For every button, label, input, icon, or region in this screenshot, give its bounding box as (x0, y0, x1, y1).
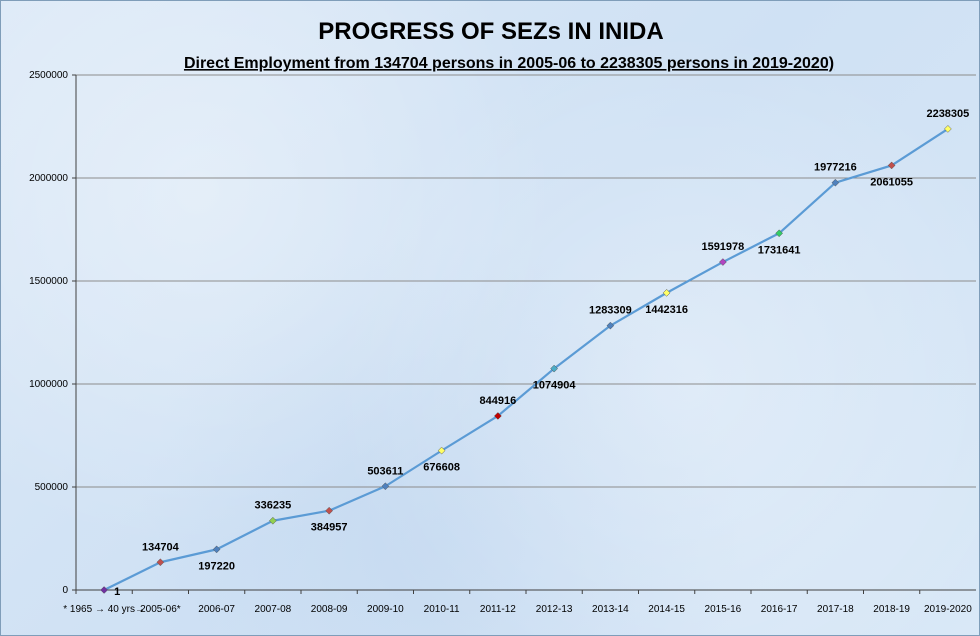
data-label: 1591978 (701, 241, 744, 253)
data-point-marker (269, 516, 277, 525)
chart-title: PROGRESS OF SEZs IN INIDA (318, 18, 663, 45)
x-tick-label: 2005-06* (140, 604, 181, 615)
x-tick-label: 2013-14 (592, 604, 629, 615)
data-point-marker (100, 586, 108, 594)
y-tick-label: 1500000 (29, 276, 68, 287)
y-tick-label: 500000 (35, 482, 69, 493)
data-label: 1442316 (645, 304, 688, 316)
y-tick-label: 0 (62, 585, 68, 596)
x-tick-label: * 1965 → 40 yrs→ (63, 604, 145, 615)
y-tick-label: 2500000 (29, 70, 68, 81)
data-point-marker (325, 506, 333, 515)
data-point-marker (381, 482, 390, 491)
x-tick-label: 2008-09 (311, 604, 348, 615)
data-label: 676608 (423, 462, 460, 474)
y-tick-label: 1000000 (29, 379, 68, 390)
x-tick-label: 2014-15 (648, 604, 685, 615)
data-label: 2061055 (870, 176, 913, 188)
data-label: 336235 (255, 500, 292, 512)
data-label: 503611 (367, 465, 403, 477)
data-label: 1 (114, 586, 120, 598)
x-tick-label: 2007-08 (255, 604, 292, 615)
data-label: 1731641 (758, 244, 801, 256)
data-point-marker (606, 321, 615, 330)
data-label: 1283309 (589, 305, 632, 317)
y-axis: 0 500000 1000000 1500000 2000000 2500000 (29, 70, 77, 596)
grid-lines (76, 74, 976, 488)
data-point-marker (944, 125, 952, 133)
x-tick-label: 2017-18 (817, 604, 854, 615)
data-label: 1074904 (533, 380, 577, 392)
data-label: 384957 (311, 522, 348, 534)
x-tick-label: 2011-12 (480, 604, 516, 615)
data-label: 197220 (198, 560, 235, 572)
data-point-marker (550, 364, 558, 373)
x-tick-label: 2018-19 (873, 604, 910, 615)
x-tick-label: 2010-11 (424, 604, 460, 615)
y-tick-label: 2000000 (29, 173, 68, 184)
data-label: 2238305 (926, 108, 969, 120)
data-point-marker (437, 446, 446, 455)
x-tick-label: 2009-10 (367, 604, 404, 615)
x-tick-label: 2016-17 (761, 604, 798, 615)
x-tick-label: 2006-07 (198, 604, 235, 615)
chart-subtitle: Direct Employment from 134704 persons in… (184, 55, 834, 72)
x-axis: * 1965 → 40 yrs→2005-06* 2006-07 2007-08 20… (63, 589, 976, 615)
series-line (103, 127, 949, 591)
x-tick-label: 2019-2020 (924, 604, 972, 615)
data-series (100, 125, 952, 594)
x-tick-label: 2015-16 (705, 604, 742, 615)
data-label: 1977216 (814, 162, 857, 174)
data-point-marker (494, 412, 502, 420)
data-point-marker (156, 558, 165, 567)
data-point-marker (212, 545, 221, 554)
data-point-marker (775, 229, 783, 238)
x-tick-label: 2012-13 (536, 604, 573, 615)
data-point-marker (887, 161, 896, 170)
data-label: 134704 (142, 541, 180, 553)
data-point-marker (662, 289, 671, 297)
data-point-marker (831, 178, 840, 187)
data-label: 844916 (480, 395, 517, 407)
data-point-marker (719, 258, 727, 266)
data-labels: 1 134704 197220 336235 384957 503611 676608 844… (114, 108, 969, 598)
